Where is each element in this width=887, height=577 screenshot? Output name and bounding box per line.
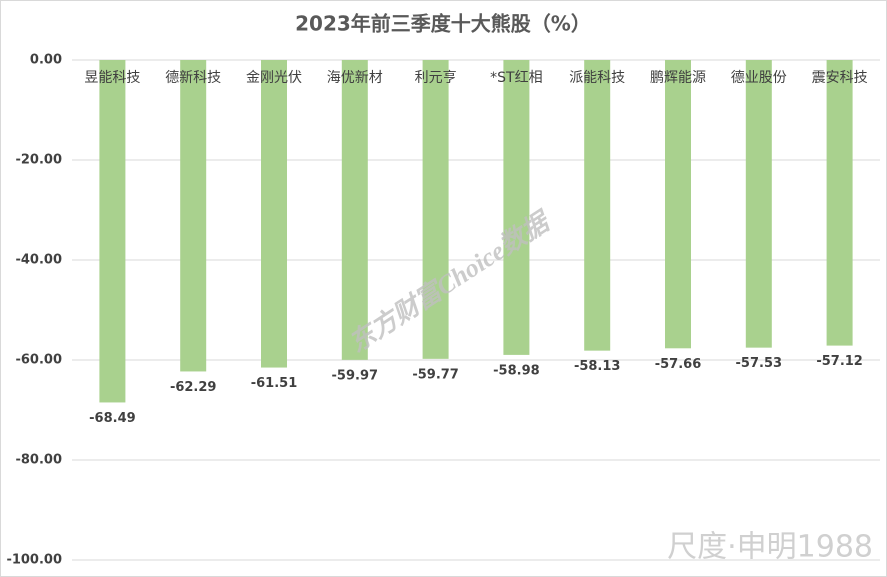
value-label: -59.97 [332, 368, 379, 383]
x-tick-label: 海优新材 [327, 70, 383, 86]
x-tick-label: 鹏辉能源 [650, 70, 706, 86]
bar [665, 60, 691, 349]
x-tick-label: 金刚光伏 [246, 70, 302, 86]
value-label: -62.29 [170, 380, 217, 395]
value-label: -57.53 [736, 356, 783, 371]
x-tick-label: 利元亨 [415, 69, 457, 86]
x-tick-label: 昱能科技 [84, 70, 140, 86]
value-label: -57.12 [816, 354, 863, 369]
value-label: -61.51 [251, 376, 298, 391]
chart-title: 2023年前三季度十大熊股（%） [295, 12, 591, 36]
y-tick-label: -80.00 [15, 453, 62, 468]
x-tick-label: *ST红相 [490, 70, 542, 86]
y-tick-label: -100.00 [6, 553, 62, 568]
y-tick-label: -40.00 [15, 253, 62, 268]
bar [503, 60, 530, 355]
y-tick-label: 0.00 [30, 53, 62, 68]
bar [261, 60, 287, 368]
y-tick-label: -20.00 [15, 153, 62, 168]
bar [826, 60, 853, 346]
x-tick-label: 德业股份 [731, 70, 787, 86]
y-tick-label: -60.00 [15, 353, 62, 368]
x-tick-label: 德新科技 [165, 70, 221, 86]
bar [422, 60, 449, 359]
bar [99, 60, 126, 403]
x-tick-label: 派能科技 [569, 70, 625, 86]
x-tick-label: 震安科技 [812, 70, 868, 86]
value-label: -58.13 [574, 359, 621, 374]
value-label: -57.66 [655, 357, 702, 372]
value-label: -59.77 [412, 367, 459, 382]
value-label: -68.49 [89, 411, 136, 426]
bar [180, 60, 207, 372]
bar [341, 60, 368, 360]
value-label: -58.98 [493, 363, 540, 378]
bar [745, 60, 772, 348]
watermark: 尺度·申明1988 [667, 530, 873, 565]
bar [584, 60, 611, 351]
